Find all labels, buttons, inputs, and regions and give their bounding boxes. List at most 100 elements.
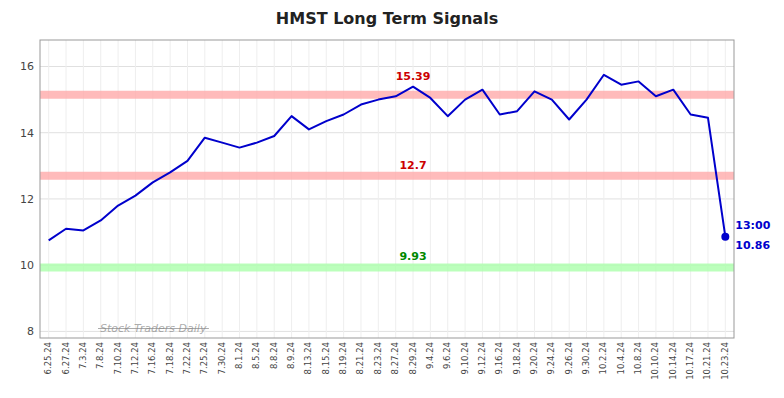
grid-line (378, 40, 379, 338)
grid-line (430, 40, 431, 338)
x-tick-label: 8.5.24 (251, 342, 261, 369)
x-tick-label: 7.16.24 (147, 342, 157, 374)
grid-line (534, 40, 535, 338)
y-tick-label: 14 (20, 127, 34, 140)
x-tick-label: 9.16.24 (494, 342, 504, 374)
plot-area (40, 75, 734, 268)
x-tick-label: 10.17.24 (685, 342, 695, 380)
series-line (49, 75, 726, 241)
x-tick-label: 7.18.24 (165, 342, 175, 374)
grid-line (187, 40, 188, 338)
background (0, 0, 784, 398)
reference-line (40, 263, 734, 271)
x-tick-label: 8.1.24 (234, 342, 244, 369)
watermark-strike (98, 328, 209, 329)
x-tick-label: 7.3.24 (78, 342, 88, 369)
reference-line (40, 172, 734, 180)
grid-line (256, 40, 257, 338)
x-tick-label: 9.4.24 (425, 342, 435, 369)
grid-line (586, 40, 587, 338)
grid-line (447, 40, 448, 338)
x-tick-label: 6.27.24 (61, 342, 71, 374)
x-tick-label: 9.20.24 (529, 342, 539, 374)
x-tick-label: 7.12.24 (130, 342, 140, 374)
annotation: 9.93 (399, 250, 426, 263)
grid-line (395, 40, 396, 338)
x-tick-label: 7.10.24 (113, 342, 123, 374)
chart: HMST Long Term Signals8101214166.25.246.… (0, 0, 784, 398)
grid-line (360, 40, 361, 338)
grid-line (707, 40, 708, 338)
grid-line (725, 40, 726, 338)
x-tick-label: 9.12.24 (477, 342, 487, 374)
x-tick-label: 10.4.24 (616, 342, 626, 374)
grid-line (326, 40, 327, 338)
y-tick-label: 16 (20, 60, 34, 73)
grid-line (66, 40, 67, 338)
x-tick-label: 10.14.24 (668, 342, 678, 380)
x-tick-label: 10.23.24 (720, 342, 730, 380)
grid-line (48, 40, 49, 338)
x-tick-label: 9.18.24 (512, 342, 522, 374)
grid-line (413, 40, 414, 338)
grid-line (204, 40, 205, 338)
grid-line (569, 40, 570, 338)
grid-line (603, 40, 604, 338)
x-tick-label: 8.19.24 (338, 342, 348, 374)
x-tick-label: 7.30.24 (217, 342, 227, 374)
x-tick-label: 7.22.24 (182, 342, 192, 374)
x-tick-label: 8.21.24 (355, 342, 365, 374)
x-tick-label: 10.21.24 (702, 342, 712, 380)
grid-line (135, 40, 136, 338)
grid-line (482, 40, 483, 338)
grid-line (638, 40, 639, 338)
x-tick-label: 8.29.24 (408, 342, 418, 374)
annotation: 12.7 (399, 159, 426, 172)
grid-line (170, 40, 171, 338)
grid-line (465, 40, 466, 338)
x-tick-label: 7.8.24 (95, 342, 105, 369)
grid-line (673, 40, 674, 338)
grid-line (222, 40, 223, 338)
grid-line (690, 40, 691, 338)
x-tick-label: 8.15.24 (321, 342, 331, 374)
grid-line (517, 40, 518, 338)
x-tick-label: 9.10.24 (460, 342, 470, 374)
grid (40, 40, 734, 338)
x-tick-label: 10.8.24 (633, 342, 643, 374)
grid-line (291, 40, 292, 338)
grid-line (655, 40, 656, 338)
plot-frame (40, 40, 734, 338)
grid-line (100, 40, 101, 338)
x-tick-label: 9.24.24 (546, 342, 556, 374)
end-label: 13:00 (735, 219, 770, 232)
x-tick-label: 10.10.24 (650, 342, 660, 380)
grid-line (118, 40, 119, 338)
x-tick-label: 8.13.24 (303, 342, 313, 374)
annotation: 15.39 (396, 70, 431, 83)
grid-line (152, 40, 153, 338)
grid-line (40, 66, 734, 67)
grid-line (551, 40, 552, 338)
x-tick-label: 7.25.24 (199, 342, 209, 374)
grid-line (343, 40, 344, 338)
grid-line (83, 40, 84, 338)
grid-line (499, 40, 500, 338)
x-tick-label: 8.27.24 (390, 342, 400, 374)
y-tick-label: 10 (20, 259, 34, 272)
x-tick-label: 9.26.24 (564, 342, 574, 374)
x-tick-label: 10.2.24 (598, 342, 608, 374)
grid-line (308, 40, 309, 338)
x-tick-label: 6.25.24 (43, 342, 53, 374)
x-tick-label: 8.9.24 (286, 342, 296, 369)
grid-line (40, 198, 734, 199)
y-tick-label: 8 (27, 325, 34, 338)
x-tick-label: 8.8.24 (269, 342, 279, 369)
x-tick-label: 8.23.24 (373, 342, 383, 374)
x-tick-label: 9.6.24 (442, 342, 452, 369)
grid-line (274, 40, 275, 338)
end-label: 10.86 (735, 239, 770, 252)
end-point (721, 233, 729, 241)
title: HMST Long Term Signals (276, 9, 498, 28)
grid-line (40, 132, 734, 133)
